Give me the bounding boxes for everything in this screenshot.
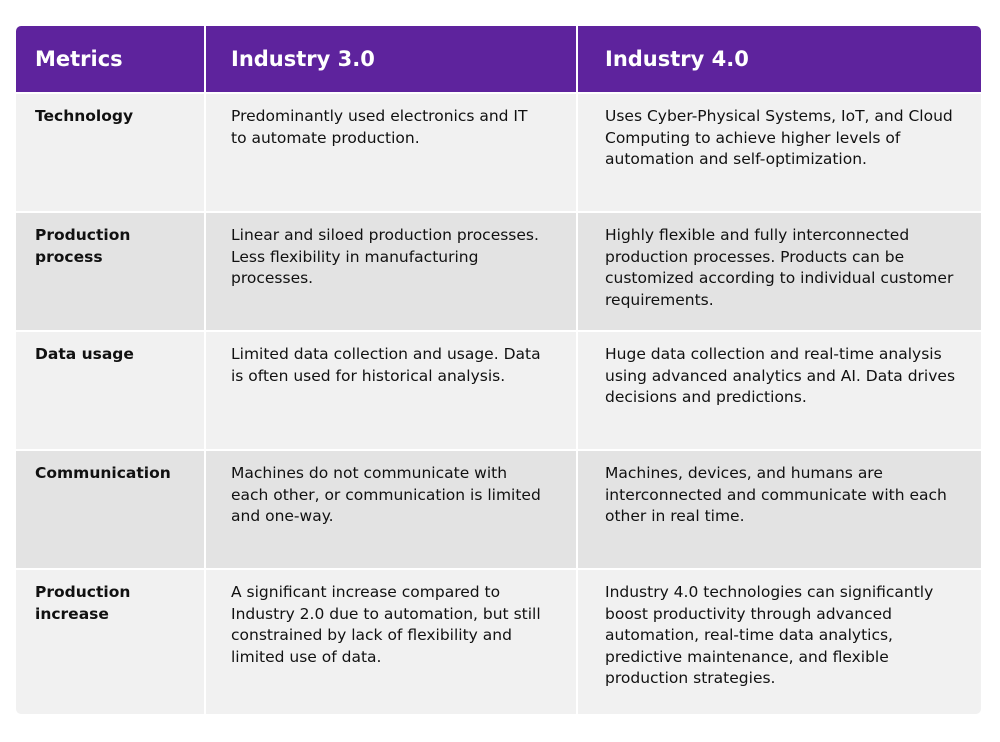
industry-4-cell: Uses Cyber-Physical Systems, IoT, and Cl… xyxy=(578,94,981,211)
industry-4-cell: Huge data collection and real-time analy… xyxy=(578,332,981,449)
comparison-table: Metrics Industry 3.0 Industry 4.0 Techno… xyxy=(16,26,981,714)
header-industry-3: Industry 3.0 xyxy=(206,26,576,92)
metric-cell: Data usage xyxy=(16,332,204,449)
metric-cell: Production increase xyxy=(16,570,204,714)
industry-3-cell: Predominantly used electronics and IT to… xyxy=(206,94,576,211)
header-metrics: Metrics xyxy=(16,26,204,92)
header-industry-4: Industry 4.0 xyxy=(578,26,981,92)
industry-4-cell: Highly flexible and fully interconnected… xyxy=(578,213,981,330)
metric-cell: Communication xyxy=(16,451,204,568)
industry-3-cell: A significant increase compared to Indus… xyxy=(206,570,576,714)
metric-cell: Production process xyxy=(16,213,204,330)
industry-4-cell: Machines, devices, and humans are interc… xyxy=(578,451,981,568)
industry-3-cell: Machines do not communicate with each ot… xyxy=(206,451,576,568)
industry-3-cell: Linear and siloed production processes. … xyxy=(206,213,576,330)
industry-4-cell: Industry 4.0 technologies can significan… xyxy=(578,570,981,714)
industry-3-cell: Limited data collection and usage. Data … xyxy=(206,332,576,449)
metric-cell: Technology xyxy=(16,94,204,211)
